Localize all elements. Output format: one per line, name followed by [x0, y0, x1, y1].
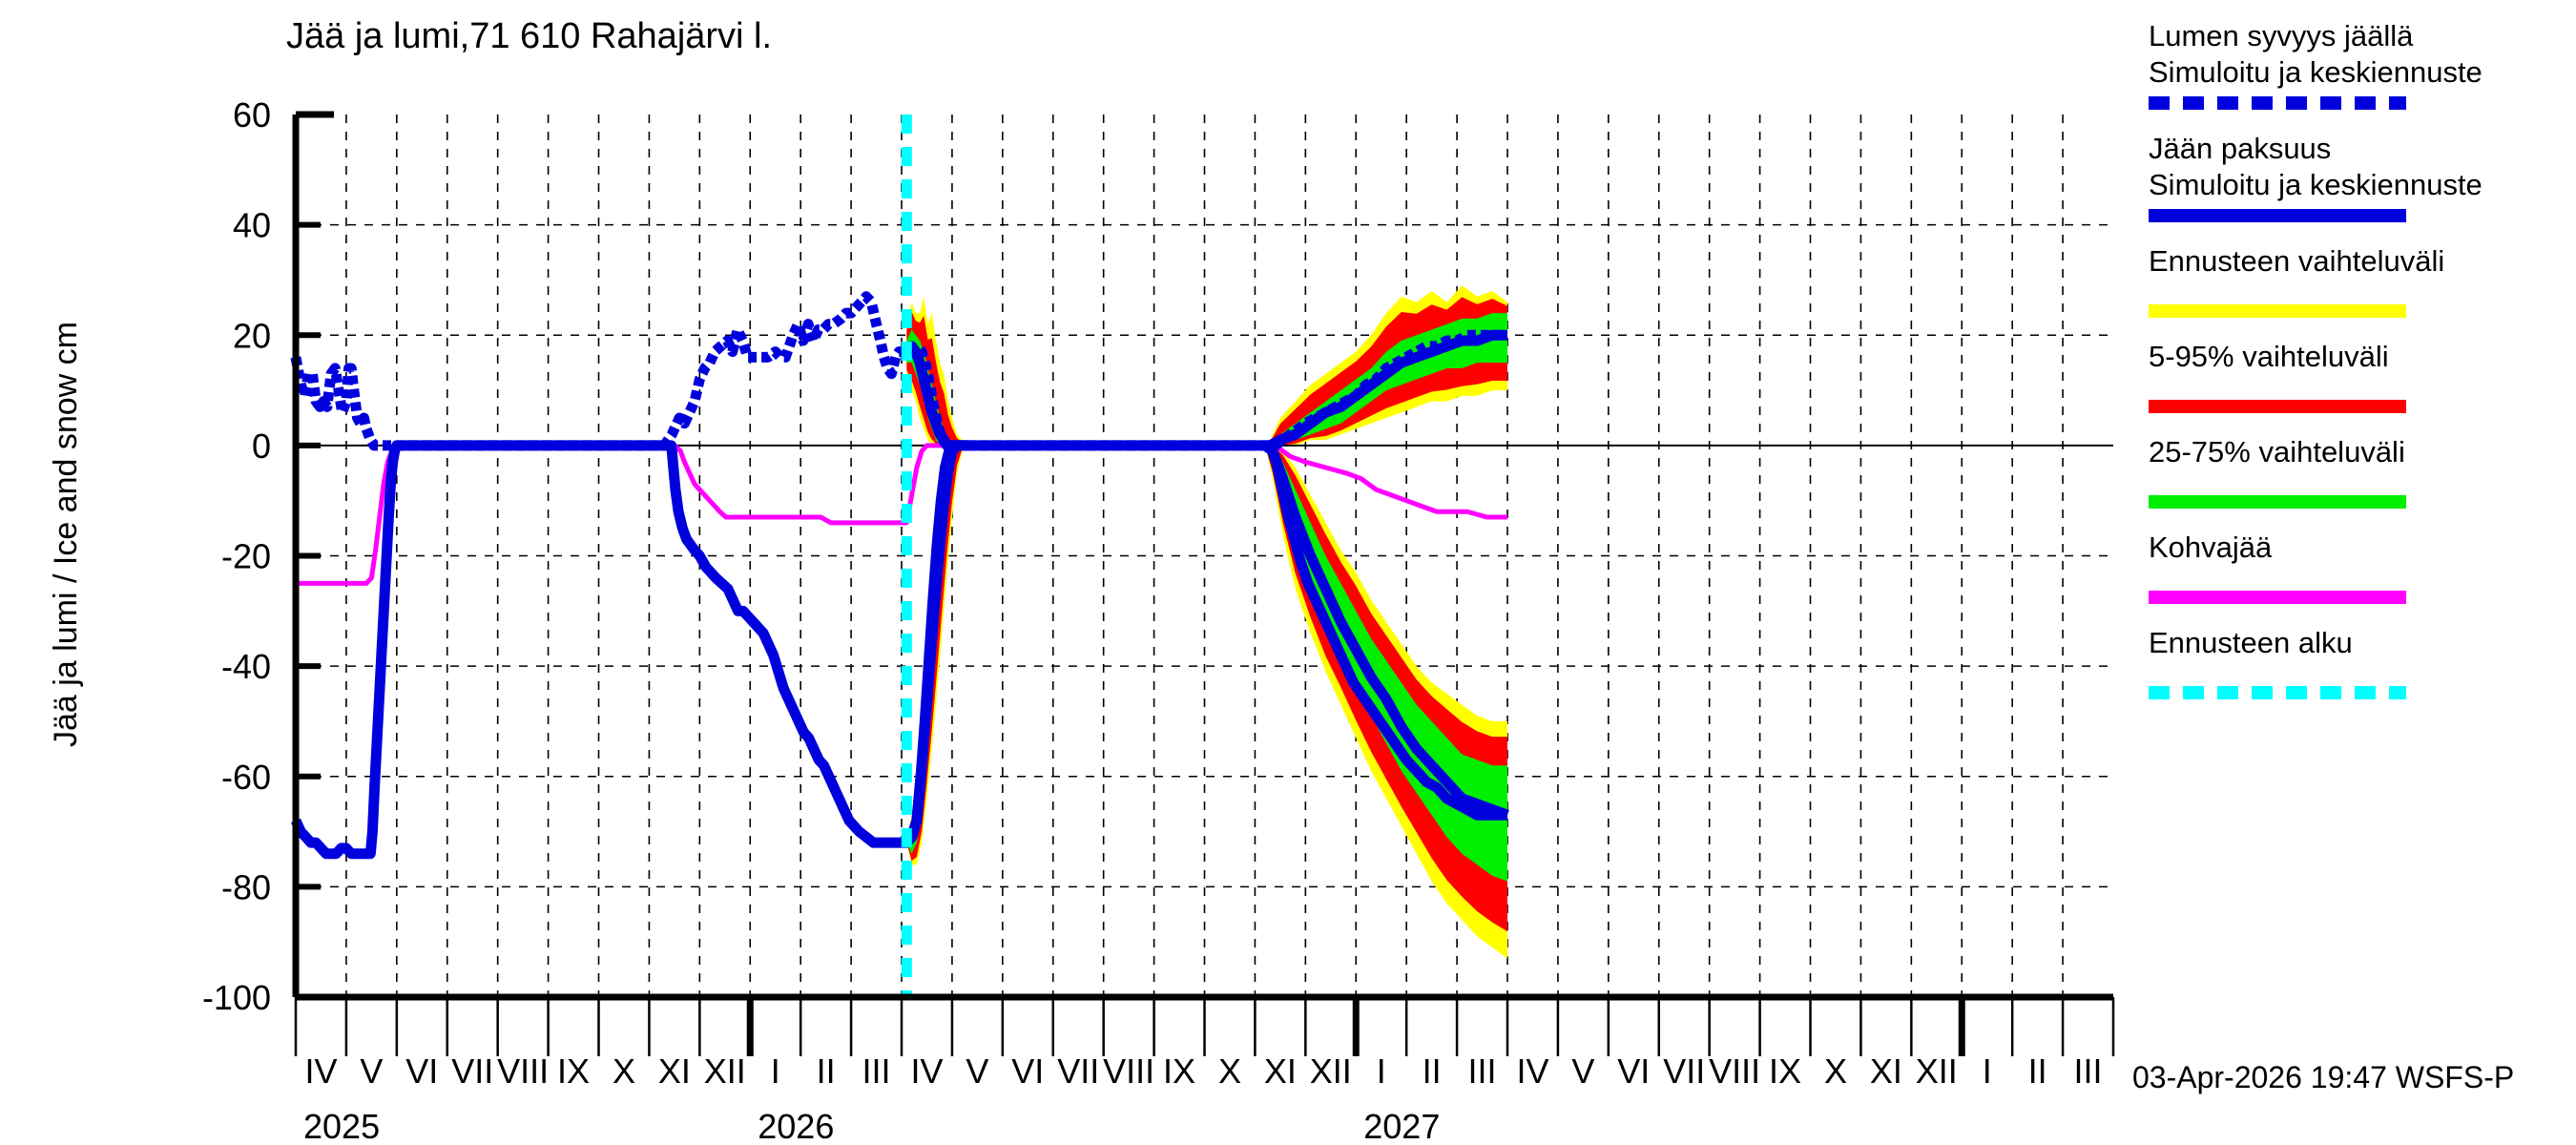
- x-tick-label: VIII: [1709, 1051, 1760, 1091]
- axis-layer: [292, 111, 2115, 1056]
- x-tick-label: IV: [1516, 1051, 1548, 1091]
- x-tick-label: I: [1983, 1051, 1992, 1091]
- x-tick-label: VI: [1617, 1051, 1650, 1091]
- x-tick-label: VII: [1057, 1051, 1099, 1091]
- x-tick-label: VII: [451, 1051, 493, 1091]
- x-tick-label: XII: [704, 1051, 746, 1091]
- x-tick-label: IV: [304, 1051, 337, 1091]
- x-tick-label: VI: [1011, 1051, 1044, 1091]
- x-tick-label: III: [1468, 1051, 1497, 1091]
- legend-item-subtitle: Simuloitu ja keskiennuste: [2149, 55, 2483, 89]
- x-tick-label: VII: [1663, 1051, 1705, 1091]
- x-tick-label: I: [771, 1051, 780, 1091]
- x-tick-label: IV: [910, 1051, 943, 1091]
- legend-item-title: Ennusteen alku: [2149, 626, 2353, 659]
- y-tick-label: 0: [252, 427, 271, 466]
- y-tick-labels: 60 40 20 0 -20 -40 -60 -80 -100: [202, 95, 271, 1017]
- x-tick-label: III: [862, 1051, 891, 1091]
- x-tick-label: VIII: [1103, 1051, 1154, 1091]
- x-tick-label: X: [1824, 1051, 1847, 1091]
- year-label: 2026: [758, 1107, 834, 1145]
- y-tick-label: 60: [233, 95, 271, 135]
- legend-item-title: Jään paksuus: [2149, 132, 2331, 165]
- x-tick-label: II: [2028, 1051, 2047, 1091]
- x-tick-label: IX: [1769, 1051, 1801, 1091]
- x-tick-label: IX: [557, 1051, 590, 1091]
- x-tick-label: XI: [1870, 1051, 1902, 1091]
- y-tick-label: -80: [221, 867, 271, 906]
- x-tick-label: II: [817, 1051, 836, 1091]
- y-tick-label: -60: [221, 758, 271, 797]
- y-tick-label: -100: [202, 978, 271, 1017]
- x-tick-label: II: [1423, 1051, 1442, 1091]
- legend-item-title: 5-95% vaihteluväli: [2149, 340, 2389, 373]
- x-tick-label: VI: [405, 1051, 438, 1091]
- x-tick-label: XI: [1264, 1051, 1297, 1091]
- x-tick-label: X: [613, 1051, 635, 1091]
- legend-item-title: Kohvajää: [2149, 531, 2273, 564]
- year-labels: 2025 2026 2027: [303, 1107, 1440, 1145]
- series-layer: [290, 291, 1509, 860]
- x-tick-label: XII: [1310, 1051, 1352, 1091]
- x-tick-label: III: [2074, 1051, 2103, 1091]
- y-tick-label: -40: [221, 647, 271, 686]
- x-tick-label: V: [1571, 1051, 1594, 1091]
- x-tick-label: VIII: [497, 1051, 549, 1091]
- x-tick-label: XII: [1916, 1051, 1958, 1091]
- legend-item-title: Ennusteen vaihteluväli: [2149, 244, 2444, 278]
- timestamp-label: 03-Apr-2026 19:47 WSFS-P: [2132, 1060, 2514, 1094]
- x-tick-label: XI: [658, 1051, 691, 1091]
- x-tick-label: V: [966, 1051, 988, 1091]
- legend-item-title: 25-75% vaihteluväli: [2149, 435, 2405, 468]
- legend-item-title: Lumen syvyys jäällä: [2149, 19, 2414, 52]
- y-tick-label: 20: [233, 316, 271, 355]
- x-tick-label: V: [360, 1051, 383, 1091]
- y-tick-label: 40: [233, 206, 271, 245]
- y-tick-label: -20: [221, 537, 271, 576]
- x-tick-label: I: [1377, 1051, 1386, 1091]
- x-tick-label: IX: [1163, 1051, 1195, 1091]
- legend-item-subtitle: Simuloitu ja keskiennuste: [2149, 168, 2483, 201]
- chart-title: Jää ja lumi,71 610 Rahajärvi l.: [286, 16, 772, 56]
- x-tick-labels: IV V VI VII VIII IX X XI XII I II III IV V VI VII VIII IX…: [304, 1051, 2102, 1091]
- year-label: 2027: [1363, 1107, 1440, 1145]
- x-tick-label: X: [1218, 1051, 1241, 1091]
- y-axis-label: Jää ja lumi / Ice and snow cm: [48, 322, 84, 747]
- year-label: 2025: [303, 1107, 380, 1145]
